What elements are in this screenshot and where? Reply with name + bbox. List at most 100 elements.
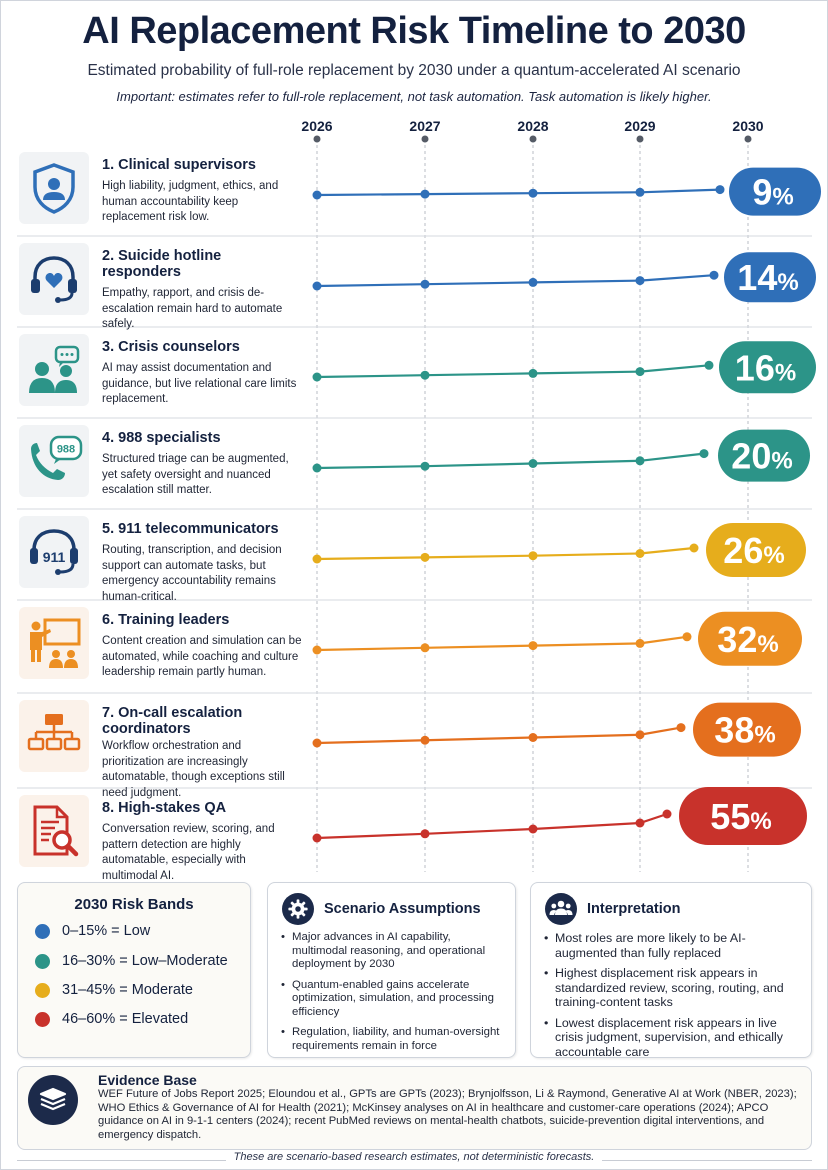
value-pill-2 — [724, 252, 816, 303]
data-point — [635, 730, 645, 740]
role-name: 911 telecommunicators — [118, 521, 279, 537]
data-point — [635, 367, 645, 377]
role-description: AI may assist documentation and guidance… — [102, 362, 297, 405]
shield-person-icon — [33, 163, 75, 214]
footer-text: These are scenario-based research estima… — [225, 1151, 603, 1163]
role-number: 7. — [102, 705, 119, 721]
data-point — [528, 368, 538, 378]
interpretation-panel: Interpretation Most roles are more likel… — [530, 882, 812, 1060]
data-point — [682, 632, 692, 642]
role-row-text: 8. High-stakes QA Conversation review, sc… — [102, 800, 302, 884]
data-point — [528, 459, 538, 468]
role-description: Conversation review, scoring, and patter… — [102, 823, 275, 882]
svg-text:988: 988 — [57, 444, 75, 456]
scenario-item: Major advances in AI capability, multimo… — [281, 931, 507, 972]
band-item-moderate: 31–45% = Moderate — [35, 982, 193, 998]
band-item-low-moderate: 16–30% = Low–Moderate — [35, 953, 228, 969]
year-label-2030: 2030 — [732, 118, 763, 134]
role-description: Content creation and simulation can be a… — [102, 635, 302, 678]
data-point — [528, 733, 538, 742]
series-line-1 — [316, 188, 721, 197]
page-title: AI Replacement Risk Timeline to 2030 — [82, 10, 746, 52]
role-name: Clinical supervisors — [118, 157, 256, 173]
role-row-text: 1. Clinical supervisors High liability, j… — [102, 157, 302, 226]
value-pill-8 — [679, 787, 807, 845]
series-line-7 — [316, 726, 682, 745]
data-point — [420, 279, 430, 289]
series-line-8 — [316, 812, 668, 840]
data-point — [709, 270, 719, 280]
data-point — [420, 643, 430, 653]
value-pill-4 — [718, 429, 810, 482]
role-row-text: 3. Crisis counselors AI may assist docume… — [102, 339, 302, 408]
role-description: Empathy, rapport, and crisis de-escalati… — [102, 287, 283, 330]
year-label-2028: 2028 — [517, 118, 548, 134]
role-number: 1. — [102, 157, 119, 173]
series-line-4 — [316, 452, 705, 470]
data-point — [312, 738, 322, 748]
risk-timeline-chart: 2026 2027 2028 2029 2030 9% 14% 16% 20% 26% 32% 38%… — [17, 118, 821, 872]
role-name: Training leaders — [118, 612, 230, 628]
row-icon-box — [19, 607, 89, 679]
value-label-6: 32% — [717, 619, 778, 660]
trainer-board-icon — [30, 618, 81, 668]
role-title: 7. On-call escalation coordinators — [102, 705, 262, 737]
data-point — [635, 276, 645, 286]
data-point — [528, 277, 538, 287]
band-dot-moderate — [35, 982, 50, 998]
interpretation-title: Interpretation — [587, 901, 681, 917]
role-title: 4. 988 specialists — [102, 430, 302, 446]
gear-icon — [282, 893, 314, 925]
role-name: Suicide hotline responders — [102, 248, 222, 280]
evidence-title: Evidence Base — [98, 1072, 197, 1088]
scenario-title: Scenario Assumptions — [324, 901, 481, 917]
band-dot-low-moderate — [35, 953, 50, 969]
headset-911-icon: 911 — [30, 529, 78, 575]
people-group-icon — [545, 893, 577, 925]
role-number: 4. — [102, 430, 119, 446]
band-label-moderate: 31–45% = Moderate — [62, 982, 193, 998]
interpretation-item: Lowest displacement risk appears in live… — [544, 1016, 803, 1060]
role-name: Crisis counselors — [118, 339, 240, 355]
year-tick-2027 — [421, 135, 429, 143]
scenario-item: Quantum-enabled gains accelerate optimiz… — [281, 979, 507, 1020]
interpretation-header: Interpretation — [545, 893, 680, 925]
headset-heart-icon — [31, 256, 77, 303]
role-row-text: 6. Training leaders Content creation and … — [102, 612, 302, 681]
value-label-8: 55% — [710, 796, 771, 837]
role-name: 988 specialists — [118, 430, 221, 446]
role-title: 1. Clinical supervisors — [102, 157, 302, 173]
data-point — [312, 833, 322, 843]
role-row-text: 5. 911 telecommunicators Routing, transcr… — [102, 521, 302, 605]
evidence-base-panel: Evidence Base WEF Future of Jobs Report … — [17, 1066, 812, 1150]
role-number: 6. — [102, 612, 119, 628]
important-note: Important: estimates refer to full-role … — [116, 89, 712, 104]
data-point — [635, 638, 645, 648]
data-point — [528, 641, 538, 651]
data-point — [528, 824, 538, 834]
role-title: 6. Training leaders — [102, 612, 302, 628]
value-pill-5 — [706, 523, 806, 577]
data-point — [635, 456, 645, 466]
series-line-6 — [316, 635, 688, 652]
data-point — [528, 551, 538, 561]
year-tick-2026 — [313, 135, 321, 143]
role-title: 5. 911 telecommunicators — [102, 521, 302, 537]
books-stack-icon — [28, 1075, 78, 1125]
row-icon-box: 911 — [19, 516, 89, 588]
value-label-7: 38% — [714, 710, 775, 751]
role-row-text: 7. On-call escalation coordinators Workfl… — [102, 705, 302, 801]
value-label-3: 16% — [735, 347, 796, 388]
role-row-text: 2. Suicide hotline responders Empathy, ra… — [102, 248, 302, 333]
year-tick-2029 — [636, 135, 644, 143]
data-point — [635, 187, 645, 197]
row-icon-box — [19, 700, 89, 772]
series-line-3 — [316, 364, 710, 379]
svg-text:911: 911 — [43, 549, 66, 565]
data-point — [420, 189, 430, 199]
footer-note: These are scenario-based research estima… — [0, 1151, 828, 1163]
data-point — [420, 370, 430, 380]
risk-bands-title: 2030 Risk Bands — [74, 896, 194, 913]
document-search-icon — [33, 805, 79, 857]
role-number: 8. — [102, 800, 119, 816]
